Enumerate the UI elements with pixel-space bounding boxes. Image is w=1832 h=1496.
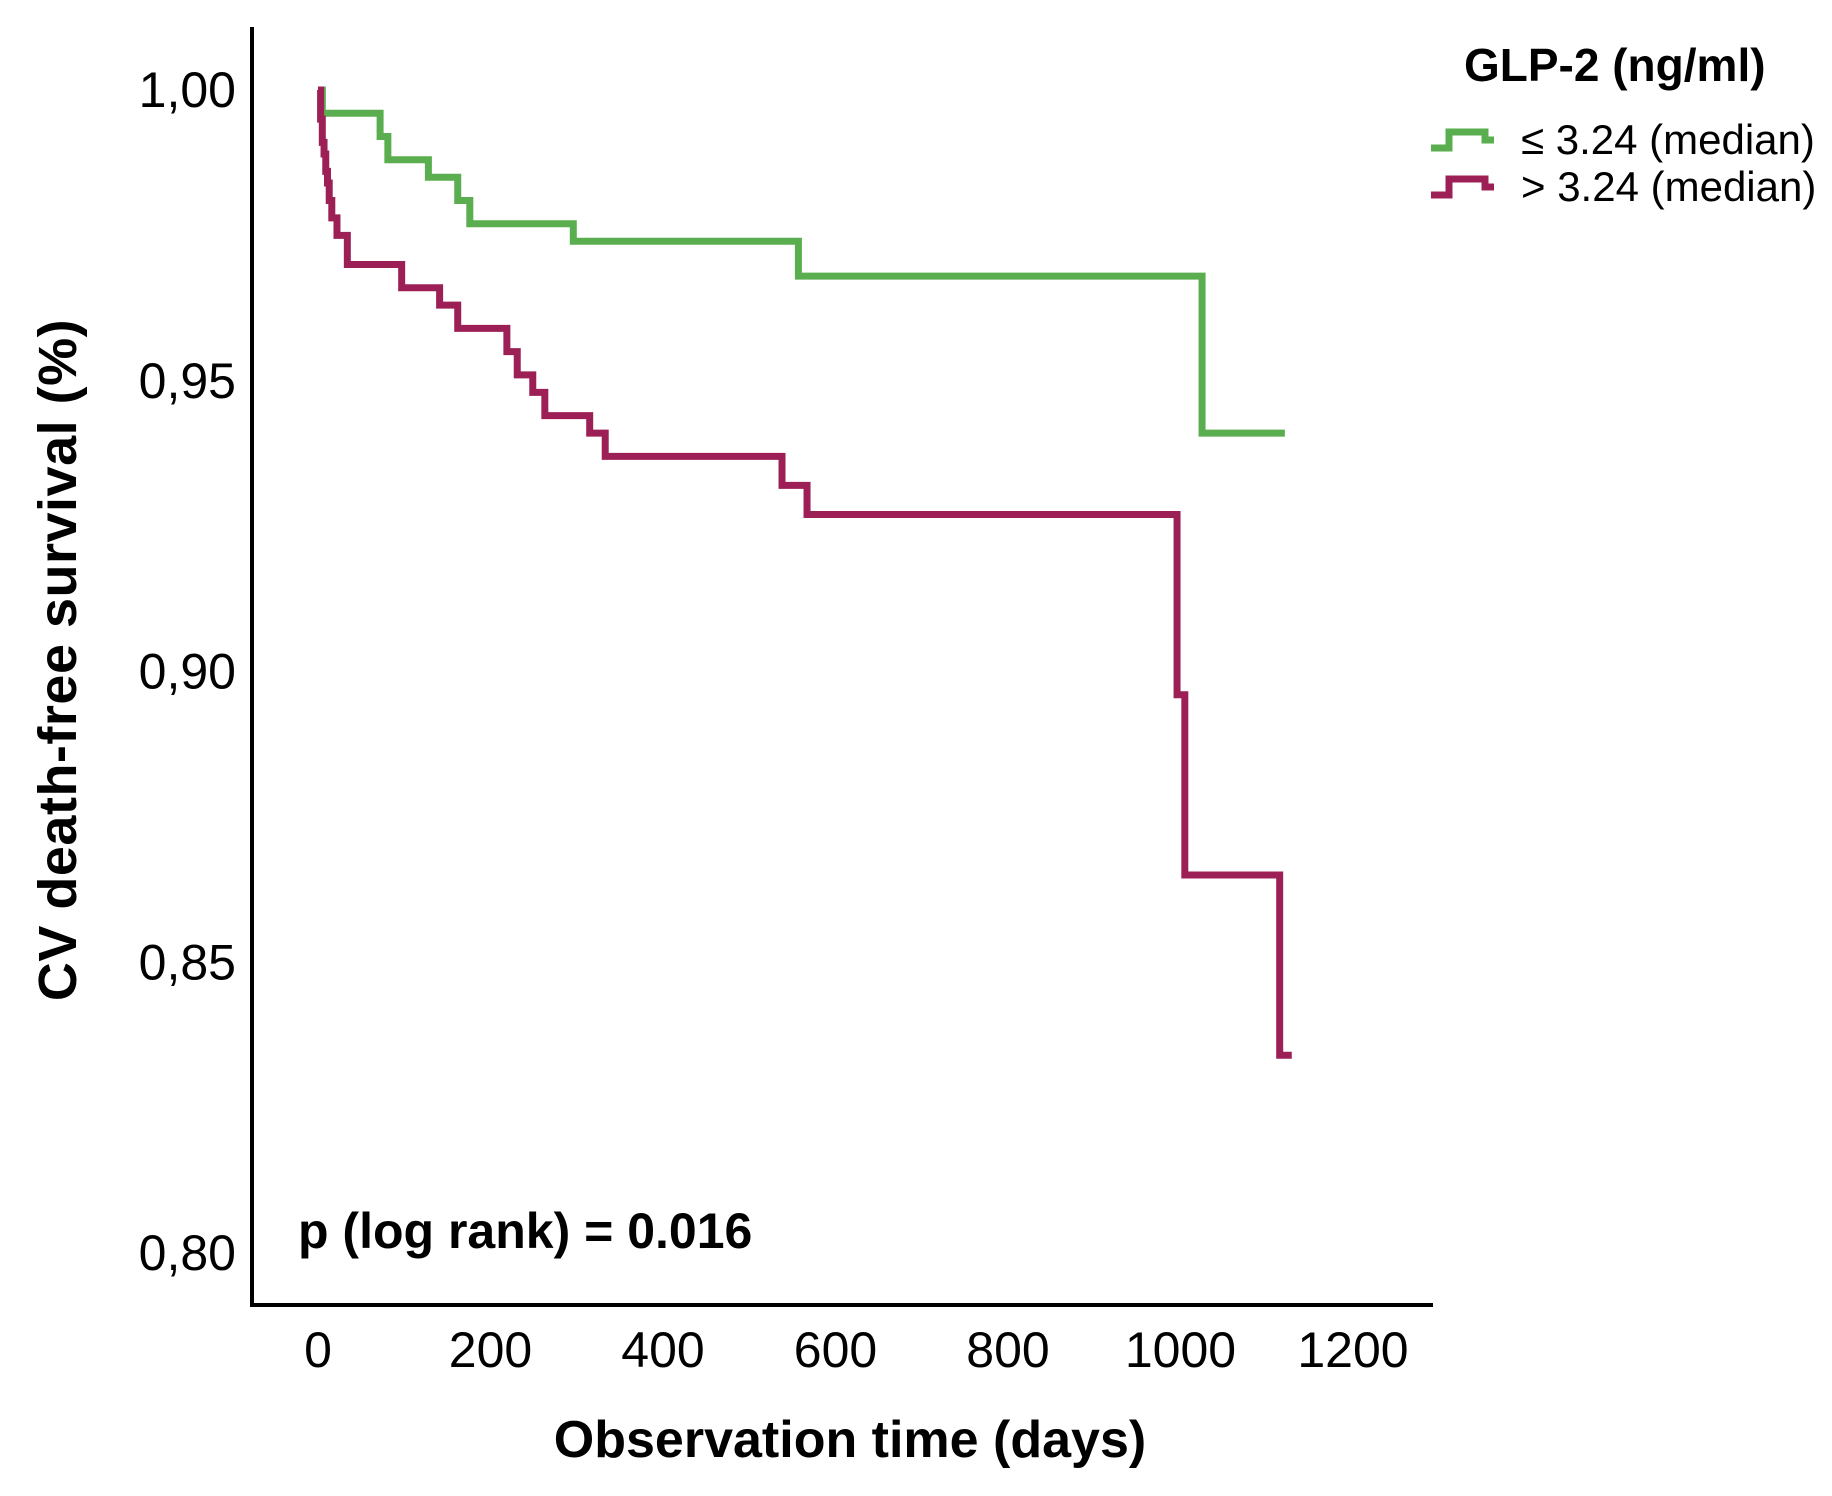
x-tick-label: 800 xyxy=(966,1322,1049,1378)
legend-item-label: ≤ 3.24 (median) xyxy=(1521,115,1815,163)
y-tick-label: 0,95 xyxy=(139,353,236,409)
legend-item-label: > 3.24 (median) xyxy=(1521,162,1817,210)
x-tick-label: 1000 xyxy=(1125,1322,1236,1378)
x-axis-title: Observation time (days) xyxy=(553,1411,1147,1469)
x-tick-label: 200 xyxy=(449,1322,532,1378)
survival-curve-gt-median xyxy=(317,86,1292,1059)
log-rank-p-value: p (log rank) = 0.016 xyxy=(298,1203,753,1259)
y-axis-title: CV death-free survival (%) xyxy=(28,318,88,1002)
legend-title: GLP-2 (ng/ml) xyxy=(1464,39,1766,91)
y-tick-label: 0,85 xyxy=(139,934,236,990)
legend: GLP-2 (ng/ml) ≤ 3.24 (median) > 3.24 (me… xyxy=(1428,38,1832,210)
x-tick-label: 600 xyxy=(794,1322,877,1378)
x-tick-label: 0 xyxy=(304,1322,332,1378)
x-tick-label: 1200 xyxy=(1297,1322,1408,1378)
km-step-icon-path xyxy=(1431,175,1494,198)
km-step-icon-path xyxy=(1431,128,1494,151)
legend-item-gt-median: > 3.24 (median) xyxy=(1428,163,1832,210)
x-tick-label: 400 xyxy=(621,1322,704,1378)
survival-curve-le-median xyxy=(318,86,1285,437)
y-tick-label: 0,90 xyxy=(139,644,236,700)
y-tick-label: 0,80 xyxy=(139,1225,236,1281)
legend-item-le-median: ≤ 3.24 (median) xyxy=(1428,116,1832,163)
km-step-icon xyxy=(1431,175,1494,198)
km-step-icon xyxy=(1431,128,1494,151)
y-tick-label: 1,00 xyxy=(139,62,236,118)
